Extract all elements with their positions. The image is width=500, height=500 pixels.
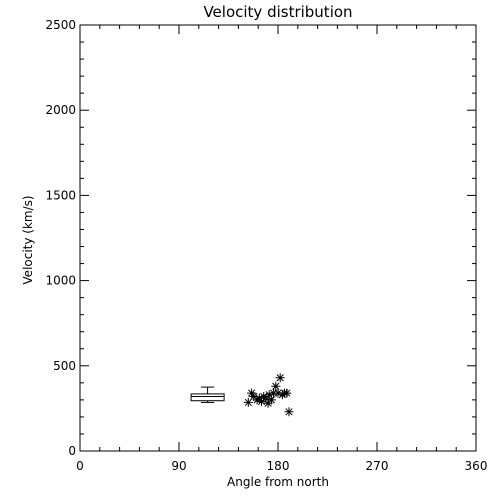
data-point [284,407,294,417]
boxplot-box [190,393,225,402]
x-tick-label: 360 [465,459,488,473]
data-point [282,388,292,398]
data-point [247,388,257,398]
axes: 0 90 180 270 360 0 500 1000 1500 2000 2500 [45,18,487,473]
plot-frame [79,24,477,452]
data-point [271,381,281,391]
data-point [257,397,266,407]
data-point [254,393,264,403]
y-tick-label: 0 [68,444,76,458]
x-tick-label: 270 [366,459,389,473]
data-point [249,391,259,401]
y-tick-label: 2500 [45,18,76,32]
data-point [243,397,253,407]
y-tick-label: 1000 [45,274,76,288]
x-tick-label: 0 [76,459,84,473]
data-point [261,393,271,403]
data-points [243,373,294,417]
boxplot [190,386,225,403]
data-point [263,398,273,408]
x-axis-label: Angle from north [227,475,329,489]
y-tick-label: 2000 [45,103,76,117]
chart-title: Velocity distribution [203,3,352,21]
data-point [266,395,276,405]
data-point [275,373,285,383]
data-point [264,390,274,400]
y-tick-label: 500 [53,359,76,373]
y-axis-label: Velocity (km/s) [21,195,35,284]
x-tick-label: 90 [171,459,186,473]
x-tick-label: 180 [267,459,290,473]
y-tick-label: 1500 [45,188,76,202]
data-point [273,388,283,398]
